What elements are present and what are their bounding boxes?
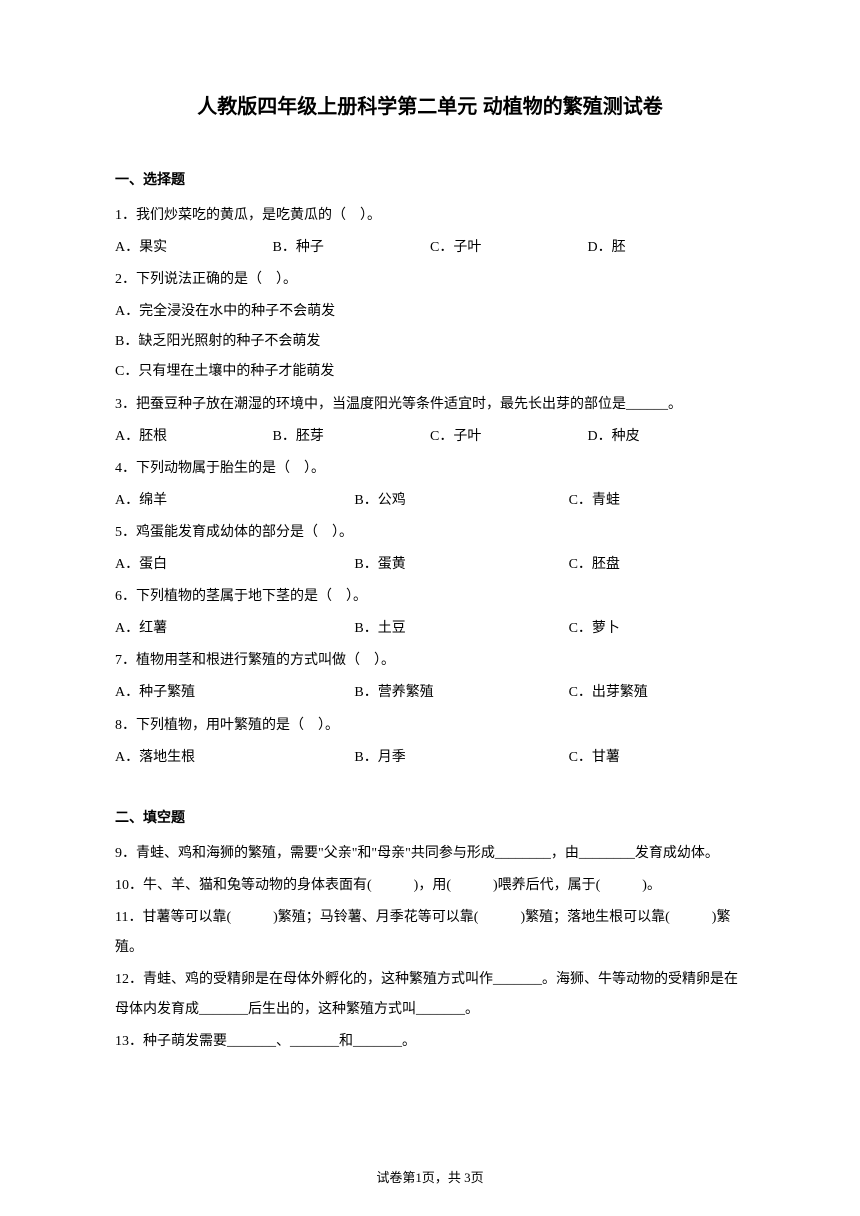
option-2a: A．完全浸没在水中的种子不会萌发 <box>115 297 745 327</box>
question-10: 10．牛、羊、猫和兔等动物的身体表面有( )，用( )喂养后代，属于( )。 <box>115 871 745 901</box>
option-4c: C．青蛙 <box>569 486 745 516</box>
question-7: 7．植物用茎和根进行繁殖的方式叫做（ ）。 <box>115 646 745 676</box>
question-6: 6．下列植物的茎属于地下茎的是（ ）。 <box>115 582 745 612</box>
option-4a: A．绵羊 <box>115 486 354 516</box>
option-5b: B．蛋黄 <box>354 550 568 580</box>
question-5-options: A．蛋白 B．蛋黄 C．胚盘 <box>115 550 745 580</box>
question-4-options: A．绵羊 B．公鸡 C．青蛙 <box>115 486 745 516</box>
option-2b: B．缺乏阳光照射的种子不会萌发 <box>115 327 745 357</box>
option-6a: A．红薯 <box>115 614 354 644</box>
section-1-header: 一、选择题 <box>115 169 745 189</box>
question-5: 5．鸡蛋能发育成幼体的部分是（ ）。 <box>115 518 745 548</box>
option-1a: A．果实 <box>115 233 273 263</box>
option-1d: D．胚 <box>588 233 746 263</box>
option-3d: D．种皮 <box>588 422 746 452</box>
option-2c: C．只有埋在土壤中的种子才能萌发 <box>115 357 745 387</box>
option-6b: B．土豆 <box>354 614 568 644</box>
option-7b: B．营养繁殖 <box>354 678 568 708</box>
option-8c: C．甘薯 <box>569 743 745 773</box>
option-3c: C．子叶 <box>430 422 588 452</box>
option-4b: B．公鸡 <box>354 486 568 516</box>
question-6-options: A．红薯 B．土豆 C．萝卜 <box>115 614 745 644</box>
question-13: 13．种子萌发需要_______、_______和_______。 <box>115 1027 745 1057</box>
question-4: 4．下列动物属于胎生的是（ ）。 <box>115 454 745 484</box>
question-7-options: A．种子繁殖 B．营养繁殖 C．出芽繁殖 <box>115 678 745 708</box>
page-footer: 试卷第1页，共 3页 <box>0 1167 860 1186</box>
option-1b: B．种子 <box>273 233 431 263</box>
question-2: 2．下列说法正确的是（ ）。 <box>115 265 745 295</box>
question-8-options: A．落地生根 B．月季 C．甘薯 <box>115 743 745 773</box>
option-7c: C．出芽繁殖 <box>569 678 745 708</box>
question-8: 8．下列植物，用叶繁殖的是（ ）。 <box>115 711 745 741</box>
question-1-options: A．果实 B．种子 C．子叶 D．胚 <box>115 233 745 263</box>
question-11: 11．甘薯等可以靠( )繁殖；马铃薯、月季花等可以靠( )繁殖；落地生根可以靠(… <box>115 903 745 963</box>
page-title: 人教版四年级上册科学第二单元 动植物的繁殖测试卷 <box>115 90 745 119</box>
option-5c: C．胚盘 <box>569 550 745 580</box>
question-3: 3．把蚕豆种子放在潮湿的环境中，当温度阳光等条件适宜时，最先长出芽的部位是___… <box>115 390 745 420</box>
question-3-options: A．胚根 B．胚芽 C．子叶 D．种皮 <box>115 422 745 452</box>
question-12: 12．青蛙、鸡的受精卵是在母体外孵化的，这种繁殖方式叫作_______。海狮、牛… <box>115 965 745 1025</box>
option-6c: C．萝卜 <box>569 614 745 644</box>
option-3a: A．胚根 <box>115 422 273 452</box>
question-9: 9．青蛙、鸡和海狮的繁殖，需要"父亲"和"母亲"共同参与形成________，由… <box>115 839 745 869</box>
question-1: 1．我们炒菜吃的黄瓜，是吃黄瓜的（ ）。 <box>115 201 745 231</box>
option-7a: A．种子繁殖 <box>115 678 354 708</box>
section-2-header: 二、填空题 <box>115 807 745 827</box>
question-2-options: A．完全浸没在水中的种子不会萌发 B．缺乏阳光照射的种子不会萌发 C．只有埋在土… <box>115 297 745 387</box>
option-3b: B．胚芽 <box>273 422 431 452</box>
option-1c: C．子叶 <box>430 233 588 263</box>
option-8a: A．落地生根 <box>115 743 354 773</box>
option-8b: B．月季 <box>354 743 568 773</box>
option-5a: A．蛋白 <box>115 550 354 580</box>
